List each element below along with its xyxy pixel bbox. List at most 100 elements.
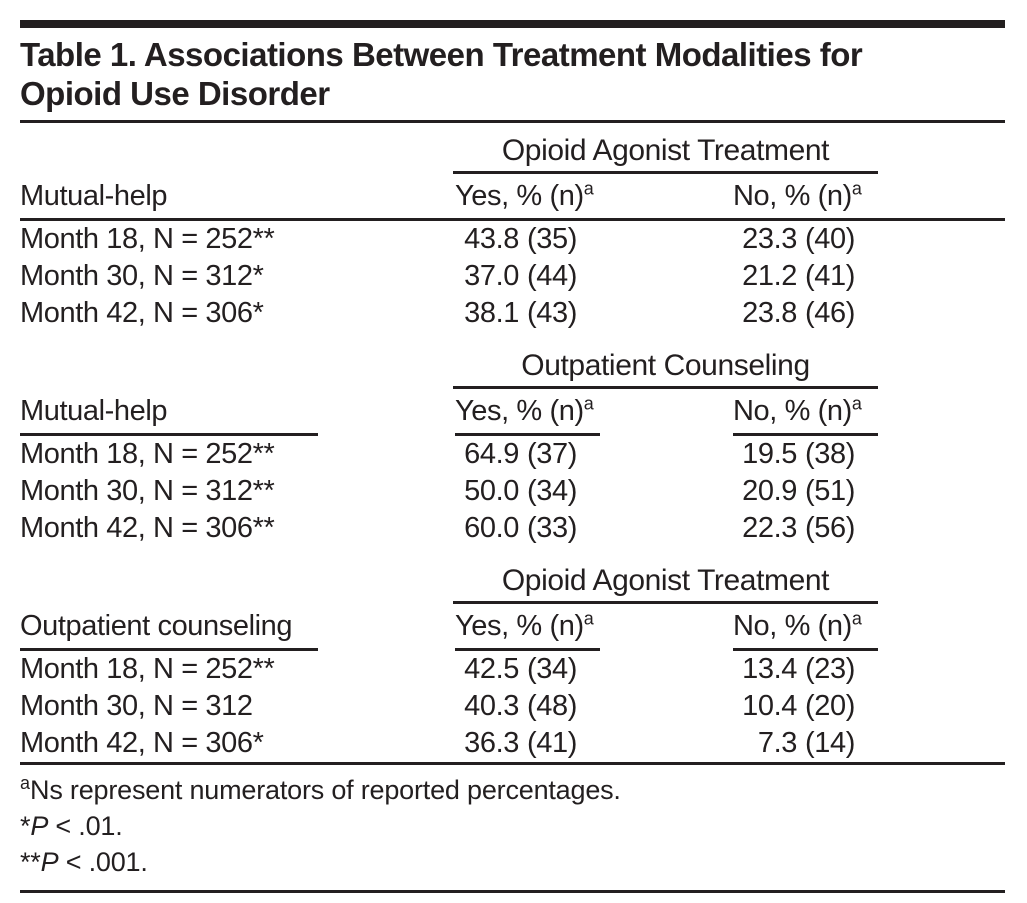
table-row: Month 42, N = 306** 60.0 (33) 22.3 (56) xyxy=(20,510,1005,547)
spanner-header: Opioid Agonist Treatment xyxy=(453,553,878,604)
no-n: (56) xyxy=(805,512,855,544)
p-symbol: P xyxy=(30,811,49,841)
footnote-a-marker: a xyxy=(851,393,862,414)
no-n: (46) xyxy=(805,297,855,329)
yes-cell: 64.9 (37) xyxy=(455,438,600,471)
no-percent: 13.4 xyxy=(742,653,797,685)
column-header-row: Mutual-help Yes, % (n)a No, % (n)a xyxy=(20,389,1005,436)
yes-n: (34) xyxy=(527,475,577,507)
yes-percent: 64.9 xyxy=(464,438,519,470)
no-n: (20) xyxy=(805,690,855,722)
yes-column-header: Yes, % (n)a xyxy=(455,608,600,651)
yes-cell: 40.3 (48) xyxy=(455,690,600,723)
yes-cell: 42.5 (34) xyxy=(455,653,600,686)
table-row: Month 30, N = 312* 37.0 (44) 21.2 (41) xyxy=(20,258,1005,295)
table-row: Month 18, N = 252** 43.8 (35) 23.3 (40) xyxy=(20,221,1005,258)
yes-cell: 36.3 (41) xyxy=(455,727,600,760)
no-column-header: No, % (n)a xyxy=(733,393,878,436)
no-percent: 20.9 xyxy=(742,475,797,507)
no-column-header-text: No, % (n) xyxy=(733,610,852,642)
no-n: (23) xyxy=(805,653,855,685)
bottom-rule xyxy=(20,890,1005,893)
spanner-header: Outpatient Counseling xyxy=(453,338,878,389)
yes-column-header-text: Yes, % (n) xyxy=(455,395,584,427)
no-cell: 23.3 (40) xyxy=(733,223,878,256)
no-percent: 23.3 xyxy=(742,223,797,255)
footnote-a-marker: a xyxy=(583,608,594,629)
row-label: Month 42, N = 306* xyxy=(20,727,264,759)
no-percent: 23.8 xyxy=(742,297,797,329)
no-n: (14) xyxy=(805,727,855,759)
p-symbol: P xyxy=(40,847,59,877)
yes-cell: 60.0 (33) xyxy=(455,512,600,545)
yes-n: (33) xyxy=(527,512,577,544)
no-cell: 7.3 (14) xyxy=(733,727,878,760)
section-mutual-help-counseling: Outpatient Counseling Mutual-help Yes, %… xyxy=(20,338,1005,547)
no-column-header-text: No, % (n) xyxy=(733,180,852,212)
no-cell: 10.4 (20) xyxy=(733,690,878,723)
row-label: Month 18, N = 252** xyxy=(20,653,275,685)
row-label: Month 42, N = 306** xyxy=(20,512,275,544)
column-header-row: Outpatient counseling Yes, % (n)a No, % … xyxy=(20,604,1005,651)
yes-percent: 60.0 xyxy=(464,512,519,544)
yes-percent: 37.0 xyxy=(464,260,519,292)
spanner-header: Opioid Agonist Treatment xyxy=(453,123,878,174)
star-marker: ** xyxy=(20,847,41,877)
footnote-single-star: *P < .01. xyxy=(20,808,1005,844)
yes-n: (37) xyxy=(527,438,577,470)
no-cell: 19.5 (38) xyxy=(733,438,878,471)
row-label: Month 30, N = 312* xyxy=(20,260,264,292)
spanner-header-label: Outpatient Counseling xyxy=(521,349,810,382)
row-label-header: Mutual-help xyxy=(20,395,318,436)
yes-column-header: Yes, % (n)a xyxy=(455,393,600,436)
spanner-header-label: Opioid Agonist Treatment xyxy=(501,134,830,167)
yes-percent: 43.8 xyxy=(464,223,519,255)
yes-n: (48) xyxy=(527,690,577,722)
yes-percent: 40.3 xyxy=(464,690,519,722)
footnote-a-marker: a xyxy=(583,178,594,199)
no-column-header: No, % (n)a xyxy=(733,608,878,651)
table-row: Month 42, N = 306* 36.3 (41) 7.3 (14) xyxy=(20,725,1005,762)
yes-percent: 36.3 xyxy=(464,727,519,759)
yes-cell: 37.0 (44) xyxy=(455,260,600,293)
footnote-double-star: **P < .001. xyxy=(20,844,1005,880)
p-threshold: < .001. xyxy=(58,847,148,877)
row-label: Month 18, N = 252** xyxy=(20,438,275,470)
no-percent: 19.5 xyxy=(742,438,797,470)
yes-n: (34) xyxy=(527,653,577,685)
table-row: Month 18, N = 252** 42.5 (34) 13.4 (23) xyxy=(20,651,1005,688)
row-label-header: Outpatient counseling xyxy=(20,610,318,651)
no-cell: 23.8 (46) xyxy=(733,297,878,330)
no-n: (41) xyxy=(805,260,855,292)
no-percent: 10.4 xyxy=(742,690,797,722)
footnote-a-marker: a xyxy=(851,608,862,629)
footnote-a-marker: a xyxy=(20,773,31,793)
yes-column-header: Yes, % (n)a xyxy=(455,178,600,218)
table-row: Month 30, N = 312** 50.0 (34) 20.9 (51) xyxy=(20,473,1005,510)
no-cell: 22.3 (56) xyxy=(733,512,878,545)
yes-n: (41) xyxy=(527,727,577,759)
footnote-a: aNs represent numerators of reported per… xyxy=(20,772,1005,808)
footnote-a-text: Ns represent numerators of reported perc… xyxy=(30,775,621,805)
p-threshold: < .01. xyxy=(48,811,123,841)
yes-n: (43) xyxy=(527,297,577,329)
yes-percent: 50.0 xyxy=(464,475,519,507)
section-mutual-help-oat: Opioid Agonist Treatment Mutual-help Yes… xyxy=(20,123,1005,332)
footnote-a-marker: a xyxy=(583,393,594,414)
column-header-row: Mutual-help Yes, % (n)a No, % (n)a xyxy=(20,174,1005,221)
no-column-header: No, % (n)a xyxy=(733,178,878,218)
footnotes: aNs represent numerators of reported per… xyxy=(20,765,1005,888)
row-label: Month 30, N = 312 xyxy=(20,690,253,722)
yes-percent: 38.1 xyxy=(464,297,519,329)
footnote-rule xyxy=(20,762,1005,765)
no-cell: 13.4 (23) xyxy=(733,653,878,686)
no-cell: 20.9 (51) xyxy=(733,475,878,508)
table-title: Table 1. Associations Between Treatment … xyxy=(20,36,863,112)
no-n: (51) xyxy=(805,475,855,507)
yes-cell: 50.0 (34) xyxy=(455,475,600,508)
yes-cell: 38.1 (43) xyxy=(455,297,600,330)
no-column-header-text: No, % (n) xyxy=(733,395,852,427)
footnote-a-marker: a xyxy=(851,178,862,199)
no-n: (40) xyxy=(805,223,855,255)
